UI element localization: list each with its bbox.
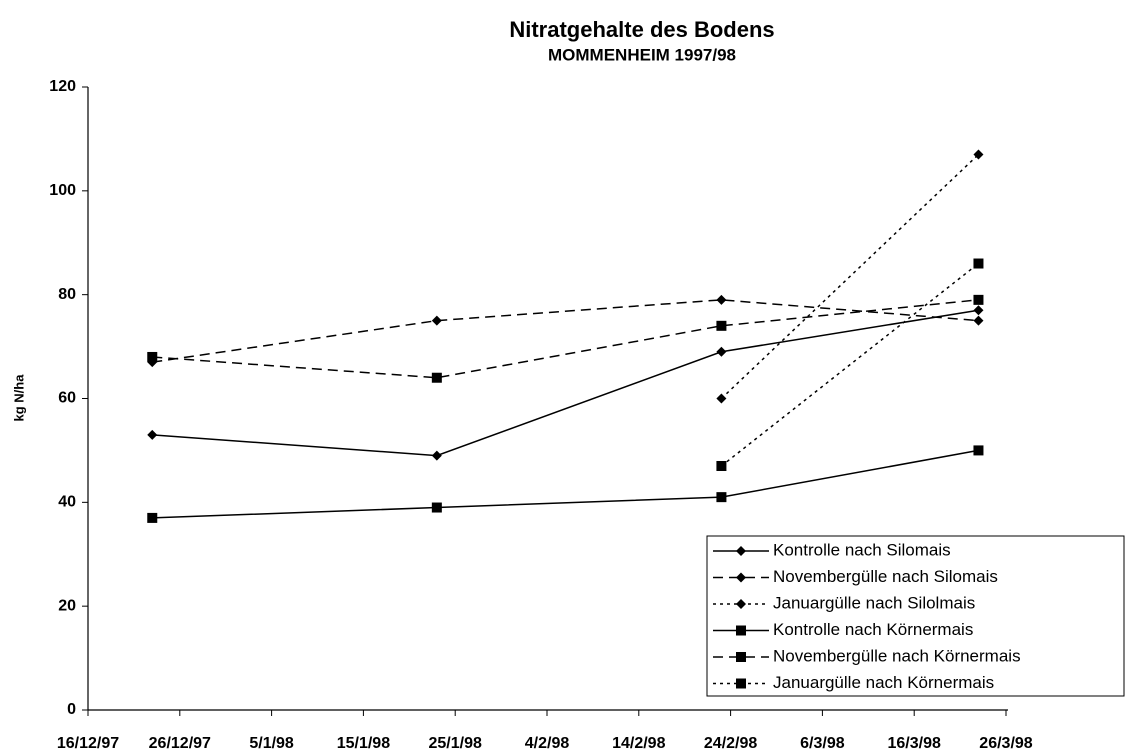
series-line bbox=[720, 262, 979, 467]
x-tick-label: 5/1/98 bbox=[249, 735, 294, 752]
x-tick-label: 14/2/98 bbox=[612, 735, 665, 752]
legend-label: Kontrolle nach Silomais bbox=[773, 540, 951, 559]
marker bbox=[736, 625, 746, 636]
series-line bbox=[152, 309, 979, 457]
x-tick-label: 16/12/97 bbox=[57, 735, 119, 752]
series-line bbox=[720, 153, 979, 400]
legend-label: Januargülle nach Silolmais bbox=[773, 593, 975, 612]
x-tick-label: 24/2/98 bbox=[704, 735, 757, 752]
marker bbox=[973, 258, 984, 269]
x-tick-label: 6/3/98 bbox=[800, 735, 845, 752]
marker bbox=[736, 599, 746, 609]
y-tick-label: 100 bbox=[49, 182, 76, 199]
marker bbox=[147, 351, 158, 362]
chart-subtitle: MOMMENHEIM 1997/98 bbox=[548, 45, 736, 64]
y-tick-label: 60 bbox=[58, 390, 76, 407]
x-tick-label: 25/1/98 bbox=[429, 735, 482, 752]
y-tick-label: 20 bbox=[58, 597, 76, 614]
y-tick-label: 0 bbox=[67, 701, 76, 718]
marker bbox=[431, 372, 442, 383]
x-tick-label: 16/3/98 bbox=[888, 735, 941, 752]
marker bbox=[431, 315, 442, 326]
y-tick-label: 40 bbox=[58, 494, 76, 511]
x-tick-label: 26/3/98 bbox=[979, 735, 1032, 752]
legend-label: Kontrolle nach Körnermais bbox=[773, 620, 973, 639]
marker bbox=[736, 546, 746, 556]
marker bbox=[973, 149, 984, 160]
marker bbox=[973, 294, 984, 305]
y-tick-label: 120 bbox=[49, 78, 76, 95]
marker bbox=[736, 572, 746, 583]
legend-label: Novembergülle nach Silomais bbox=[773, 567, 998, 586]
marker bbox=[716, 393, 727, 404]
marker bbox=[716, 460, 727, 471]
marker bbox=[973, 315, 984, 326]
x-tick-label: 15/1/98 bbox=[337, 735, 390, 752]
marker bbox=[716, 320, 727, 331]
marker bbox=[973, 445, 984, 456]
legend-label: Novembergülle nach Körnermais bbox=[773, 646, 1021, 665]
x-tick-label: 4/2/98 bbox=[525, 735, 570, 752]
marker bbox=[973, 305, 984, 316]
y-tick-label: 80 bbox=[58, 286, 76, 303]
marker bbox=[716, 346, 727, 357]
chart-title: Nitratgehalte des Bodens bbox=[509, 17, 774, 42]
marker bbox=[736, 652, 746, 662]
marker bbox=[147, 512, 158, 523]
marker bbox=[716, 294, 727, 305]
marker bbox=[431, 450, 442, 461]
x-tick-label: 26/12/97 bbox=[149, 735, 211, 752]
series-line bbox=[152, 449, 979, 519]
marker bbox=[716, 492, 727, 503]
y-axis-label: kg N/ha bbox=[11, 374, 26, 422]
marker bbox=[431, 502, 442, 513]
legend-label: Januargülle nach Körnermais bbox=[773, 673, 994, 692]
legend-box bbox=[706, 535, 1125, 697]
marker bbox=[736, 678, 746, 689]
marker bbox=[147, 429, 158, 440]
